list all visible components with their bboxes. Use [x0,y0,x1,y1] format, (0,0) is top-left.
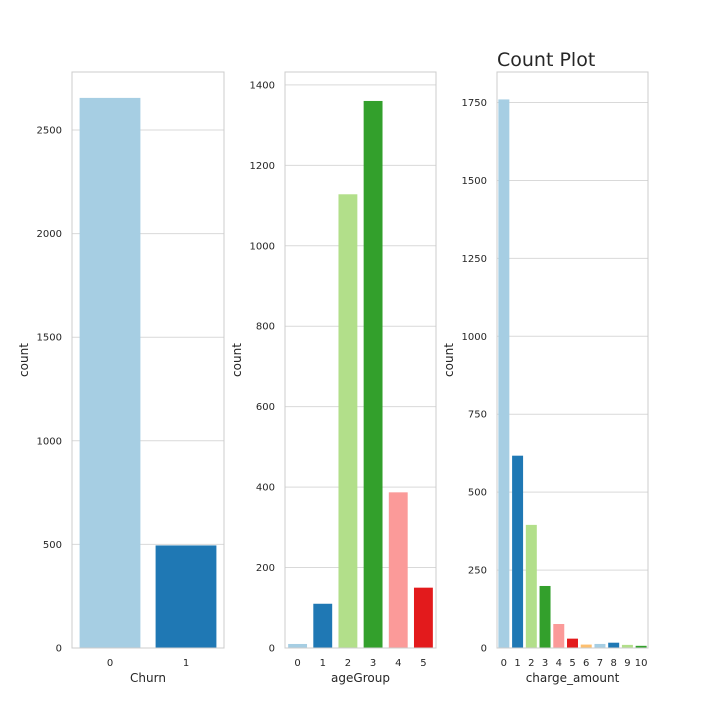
plot-frame [496,71,649,649]
bar-1 [512,455,524,648]
x-tick-label: 7 [597,658,603,669]
y-tick-label: 200 [256,563,275,574]
x-tick-label: 3 [542,658,548,669]
bar-5 [567,638,578,648]
bar-0 [288,643,308,648]
x-tick-label: 1 [320,658,326,669]
bar-4 [388,492,408,648]
x-tick-label: 4 [395,658,401,669]
y-tick-label: 1500 [37,333,62,344]
bar-9 [621,644,633,648]
y-tick-label: 2500 [37,126,62,137]
y-axis-label: count [230,343,244,377]
y-tick-label: 0 [269,644,275,655]
bar-6 [580,644,592,648]
chart-panel-1: 0 200 400 600 800 1000 1200 1400 0 1 2 3 4 5 ageGroup c… [230,71,437,685]
bar-1 [155,545,217,648]
x-tick-label: 5 [420,658,426,669]
y-tick-label: 0 [56,644,62,655]
bar-3 [539,585,551,648]
plot-frame [71,71,225,649]
bar-0 [498,99,510,648]
x-tick-label: 6 [583,658,589,669]
bar-2 [338,194,358,648]
x-tick-label: 9 [624,658,630,669]
x-tick-label: 1 [183,658,189,669]
y-tick-label: 400 [256,483,275,494]
y-tick-label: 600 [256,402,275,413]
bar-3 [363,100,383,649]
y-tick-label: 1000 [37,436,62,447]
x-tick-label: 4 [556,658,562,669]
x-tick-label: 10 [635,658,648,669]
bar-7 [594,643,606,648]
bar-4 [553,624,565,648]
y-tick-label: 1250 [462,254,487,265]
bar-0 [79,97,141,648]
bar-8 [608,642,620,648]
bar-1 [313,603,333,648]
y-tick-label: 1200 [250,161,275,172]
y-axis-label: count [17,343,31,377]
y-tick-label: 0 [481,644,487,655]
y-tick-label: 250 [468,566,487,577]
x-tick-label: 2 [345,658,351,669]
x-tick-label: 1 [514,658,520,669]
x-tick-label: 3 [370,658,376,669]
bar-2 [525,524,537,648]
y-tick-label: 1000 [250,241,275,252]
x-axis-label: Churn [130,671,166,685]
y-tick-label: 500 [468,488,487,499]
y-tick-label: 1500 [462,176,487,187]
bar-10 [635,645,647,648]
x-tick-label: 5 [569,658,575,669]
x-tick-label: 8 [610,658,616,669]
x-axis-label: ageGroup [331,671,390,685]
y-tick-label: 1750 [462,98,487,109]
x-axis-label: charge_amount [526,671,620,685]
x-tick-label: 0 [294,658,300,669]
x-tick-label: 2 [528,658,534,669]
y-tick-label: 750 [468,410,487,421]
y-tick-label: 500 [43,540,62,551]
y-axis-label: count [442,343,456,377]
plot-frame [284,71,437,649]
y-tick-label: 1000 [462,332,487,343]
x-tick-label: 0 [501,658,507,669]
chart-title: Count Plot [497,49,595,71]
x-tick-label: 0 [107,658,113,669]
bar-5 [413,587,433,648]
y-tick-label: 1400 [250,80,275,91]
chart-panel-0: 0 500 1000 1500 2000 2500 0 1 Churn count [17,71,225,685]
y-tick-label: 800 [256,322,275,333]
y-tick-label: 2000 [37,229,62,240]
